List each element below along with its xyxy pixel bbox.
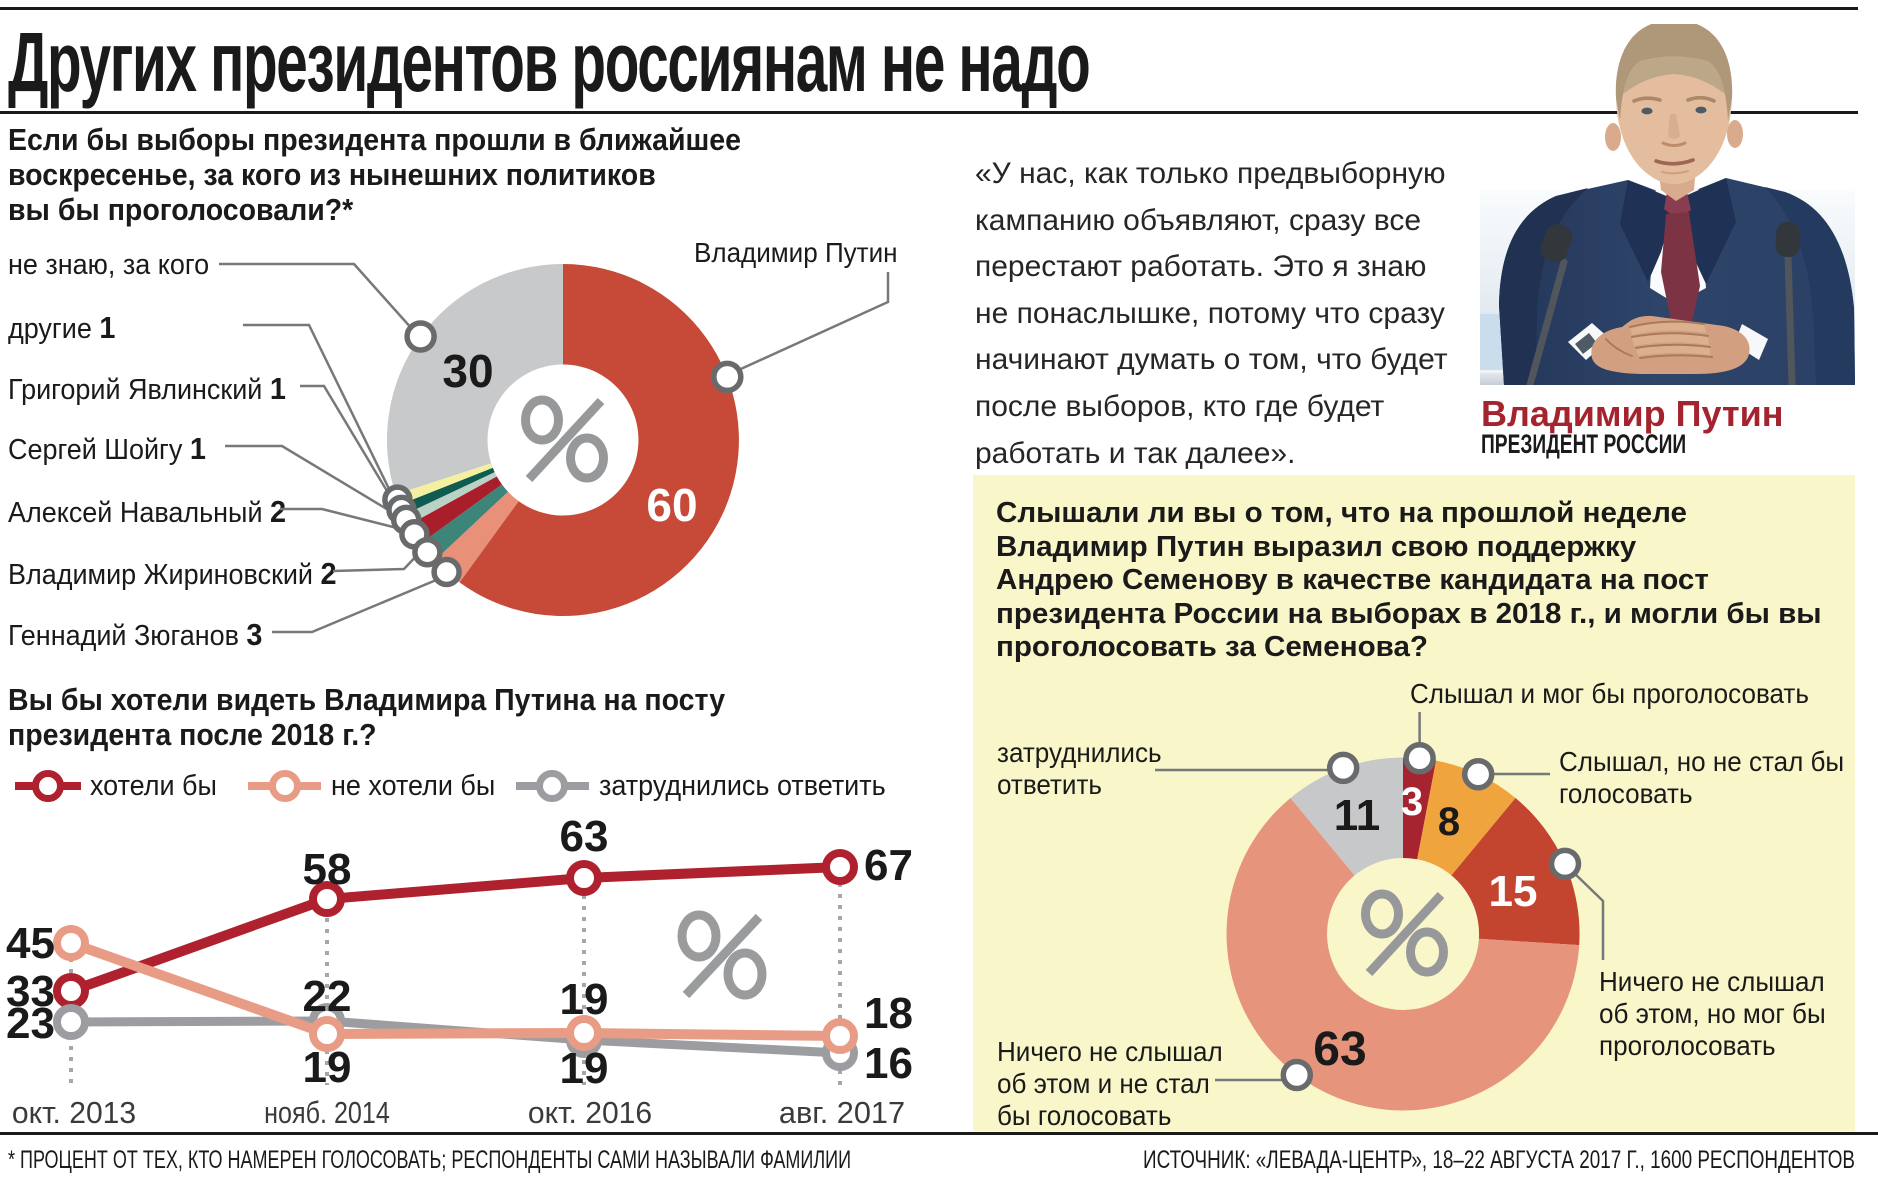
svg-text:63: 63	[560, 820, 609, 861]
svg-text:60: 60	[646, 479, 697, 531]
svg-text:8: 8	[1438, 800, 1460, 844]
svg-text:3: 3	[1401, 780, 1423, 824]
svg-text:67: 67	[864, 841, 913, 890]
svg-text:19: 19	[560, 1044, 609, 1090]
svg-text:19: 19	[560, 975, 609, 1024]
svg-text:16: 16	[864, 1039, 913, 1088]
svg-text:30: 30	[442, 345, 493, 397]
svg-text:58: 58	[303, 845, 352, 894]
svg-text:33: 33	[6, 967, 55, 1016]
svg-text:11: 11	[1334, 791, 1381, 840]
svg-text:63: 63	[1313, 1023, 1366, 1076]
svg-text:18: 18	[864, 989, 913, 1038]
svg-text:22: 22	[303, 972, 352, 1021]
svg-text:23: 23	[6, 999, 55, 1048]
svg-text:19: 19	[303, 1043, 352, 1090]
svg-text:45: 45	[6, 919, 55, 968]
svg-text:15: 15	[1489, 867, 1538, 916]
